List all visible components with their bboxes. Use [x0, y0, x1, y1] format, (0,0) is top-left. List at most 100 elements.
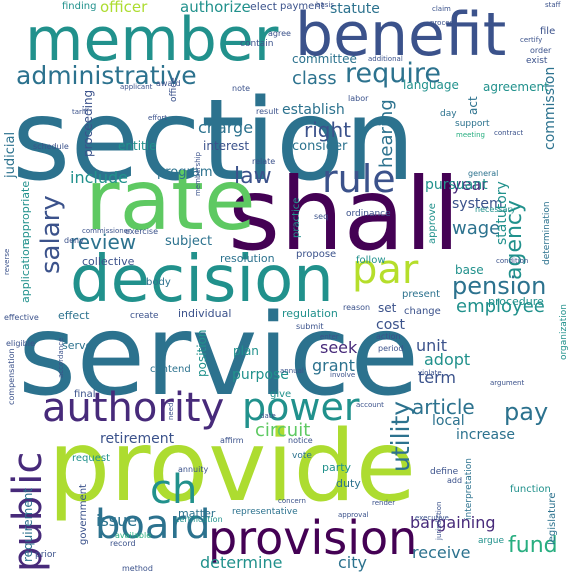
word-collective: collective	[82, 255, 135, 268]
word-organization: organization	[559, 304, 569, 360]
word-interest: interest	[203, 139, 250, 153]
word-add: add	[447, 476, 463, 485]
word-rule: rule	[322, 157, 396, 201]
word-ch: ch	[150, 467, 198, 513]
word-prior: prior	[35, 550, 57, 560]
word-increase: increase	[456, 427, 516, 443]
word-program: program	[157, 165, 213, 180]
word-pension: pension	[452, 272, 547, 300]
word-judicial: judicial	[3, 131, 18, 178]
word-seek: seek	[320, 338, 358, 357]
word-class: class	[292, 68, 337, 89]
word-result: result	[256, 107, 279, 116]
word-approval: approval	[338, 511, 369, 519]
word-body: body	[146, 277, 171, 288]
word-retirement: retirement	[100, 431, 175, 447]
word-exist: exist	[526, 56, 548, 66]
word-request: request	[72, 453, 111, 464]
word-award: award	[156, 79, 181, 88]
word-elect: elect	[250, 0, 277, 13]
word-account: account	[356, 401, 384, 409]
word-effort: effort	[148, 114, 168, 122]
word-note: note	[232, 84, 251, 93]
word-par: par	[352, 247, 419, 293]
word-annual: annual	[280, 367, 304, 375]
word-affirm: affirm	[220, 436, 244, 445]
word-local: local	[432, 413, 465, 429]
word-need: need	[167, 402, 175, 421]
word-date: date	[260, 412, 276, 420]
word-bargaining: bargaining	[410, 513, 496, 532]
word-order: order	[530, 46, 552, 55]
word-schedule: schedule	[33, 142, 69, 151]
word-language: language	[403, 78, 459, 92]
word-certify: certify	[520, 36, 543, 44]
word-section: section	[12, 76, 416, 206]
word-serve: serve	[62, 339, 93, 352]
word-party: party	[322, 461, 352, 474]
word-support: support	[455, 119, 490, 129]
word-service: service	[18, 291, 420, 421]
word-law: law	[234, 164, 272, 189]
word-position: position	[195, 329, 209, 377]
word-labor: labor	[348, 94, 369, 103]
word-present: present	[402, 289, 441, 300]
word-member: member	[25, 5, 279, 75]
word-consider: consider	[292, 139, 348, 154]
word-finding: finding	[62, 1, 97, 12]
word-violate: violate	[418, 369, 442, 377]
word-change: change	[404, 306, 441, 317]
word-base: base	[455, 263, 484, 277]
word-procedure: procedure	[488, 295, 544, 308]
word-meeting: meeting	[456, 131, 486, 139]
word-fund: fund	[508, 533, 558, 558]
word-committee: committee	[292, 52, 357, 66]
word-function: function	[510, 484, 551, 495]
word-determine: determine	[200, 553, 283, 572]
word-notice: notice	[288, 436, 313, 445]
word-year: year	[452, 175, 488, 194]
word-provide: provide	[48, 410, 417, 524]
word-commissioner: commissioner	[82, 227, 131, 235]
word-benefit: benefit	[295, 0, 507, 70]
word-wage: wage	[452, 218, 501, 239]
word-act: act	[466, 96, 480, 115]
word-enter: enter	[320, 333, 339, 341]
word-include: include	[70, 168, 128, 187]
word-compensation: compensation	[7, 348, 16, 405]
word-salary: salary	[36, 195, 66, 274]
word-agree: agree	[268, 29, 291, 38]
word-certification: certification	[175, 515, 223, 524]
word-shall: shall	[228, 156, 461, 273]
word-basis: basis	[316, 1, 334, 9]
word-receive: receive	[412, 543, 471, 562]
word-government: government	[78, 484, 89, 545]
word-subject: subject	[165, 234, 213, 249]
word-contract: contract	[494, 129, 524, 137]
word-cost: cost	[376, 317, 406, 333]
word-term: term	[418, 368, 456, 387]
word-circuit: circuit	[255, 420, 311, 441]
word-additional: additional	[368, 55, 403, 63]
word-relate: relate	[252, 157, 276, 166]
word-representative: representative	[232, 507, 298, 517]
word-application: application	[19, 242, 32, 303]
word-regulation: regulation	[282, 307, 338, 320]
word-action: action	[376, 332, 401, 341]
word-day: day	[440, 109, 457, 119]
word-argue: argue	[478, 536, 505, 546]
word-give: give	[270, 389, 292, 400]
word-general: general	[468, 169, 499, 178]
word-ordinance: ordinance	[346, 209, 391, 219]
word-available: available	[115, 531, 152, 540]
word-legislature: legislature	[547, 492, 558, 545]
word-unit: unit	[416, 336, 447, 355]
word-city: city	[338, 553, 367, 572]
word-decision: decision	[70, 243, 334, 317]
word-set: set	[378, 301, 397, 315]
word-vote: vote	[292, 451, 312, 461]
word-duty: duty	[336, 477, 361, 490]
word-contain: contain	[240, 39, 274, 49]
word-adopt: adopt	[424, 350, 471, 369]
